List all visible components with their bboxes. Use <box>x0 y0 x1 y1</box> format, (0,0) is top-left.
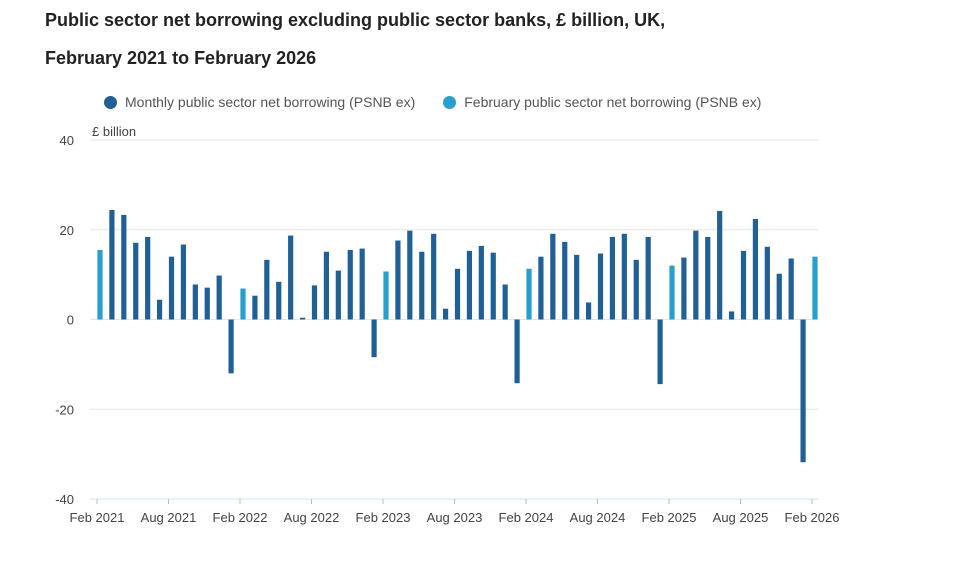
bar-2024-12 <box>645 236 651 320</box>
bar-2024-11 <box>633 259 639 320</box>
y-axis-label: £ billion <box>92 124 136 139</box>
bar-2023-11 <box>490 252 496 320</box>
bar-2021-08 <box>168 256 175 320</box>
legend-label-monthly: Monthly public sector net borrowing (PSN… <box>125 94 416 110</box>
y-tick-label: 0 <box>67 313 74 328</box>
bar-2025-03 <box>681 257 687 320</box>
bar-2022-07 <box>299 317 306 320</box>
bar-2023-12 <box>502 284 508 320</box>
bar-2024-08 <box>597 253 604 320</box>
legend: Monthly public sector net borrowing (PSN… <box>104 94 761 110</box>
bar-2025-06 <box>717 210 723 320</box>
x-tick-label: Feb 2024 <box>499 510 554 525</box>
legend-label-february: February public sector net borrowing (PS… <box>464 94 762 110</box>
bar-2024-01 <box>514 319 520 384</box>
y-tick-label: 40 <box>60 133 74 148</box>
bar-2021-09 <box>180 244 187 320</box>
bar-2022-08 <box>311 285 318 320</box>
bar-2023-10 <box>478 245 484 320</box>
bar-2021-04 <box>121 214 127 320</box>
x-tick-label: Feb 2025 <box>642 510 697 525</box>
bar-2025-07 <box>728 311 735 320</box>
x-tick-label: Feb 2022 <box>213 510 268 525</box>
bar-2024-09 <box>609 236 616 320</box>
bar-2024-02 <box>526 268 532 320</box>
bar-2021-02 <box>97 249 103 320</box>
y-tick-label: 20 <box>60 223 74 238</box>
x-tick-label: Feb 2021 <box>70 510 125 525</box>
bar-2024-10 <box>621 233 627 320</box>
bar-2025-08 <box>740 250 747 320</box>
x-tick-label: Aug 2022 <box>284 510 340 525</box>
bar-2021-12 <box>216 275 222 320</box>
bar-2024-03 <box>538 256 544 320</box>
bar-2021-06 <box>145 236 151 320</box>
bar-2022-09 <box>323 251 330 320</box>
bar-2022-10 <box>335 270 341 320</box>
bar-2022-05 <box>276 281 282 320</box>
bar-2023-03 <box>395 240 401 320</box>
legend-item-february: February public sector net borrowing (PS… <box>443 94 761 110</box>
bar-2022-01 <box>228 319 234 374</box>
bar-2025-11 <box>776 273 782 320</box>
x-tick-label: Feb 2026 <box>785 510 840 525</box>
legend-swatch-february <box>443 95 457 109</box>
x-tick-label: Aug 2021 <box>141 510 197 525</box>
bar-2026-01 <box>800 319 806 463</box>
bar-2022-06 <box>288 235 294 320</box>
bar-2022-11 <box>347 249 353 320</box>
bar-2024-06 <box>574 254 580 320</box>
bar-2023-06 <box>431 233 437 320</box>
bar-2023-07 <box>442 308 449 320</box>
legend-item-monthly: Monthly public sector net borrowing (PSN… <box>104 94 415 110</box>
bar-2023-09 <box>466 250 473 320</box>
x-tick-label: Aug 2025 <box>713 510 769 525</box>
bar-2025-01 <box>657 319 663 385</box>
bar-2022-03 <box>252 295 258 320</box>
legend-swatch-monthly <box>104 95 117 109</box>
bar-2024-07 <box>585 302 592 320</box>
y-tick-label: -20 <box>55 402 74 417</box>
bar-2026-02 <box>812 256 818 320</box>
bar-2022-12 <box>359 248 365 320</box>
bar-2023-04 <box>407 230 413 320</box>
bar-2021-07 <box>156 299 163 320</box>
x-tick-label: Aug 2023 <box>427 510 483 525</box>
bar-2023-01 <box>371 319 377 358</box>
bar-2023-05 <box>419 251 425 320</box>
y-tick-label: -40 <box>55 492 74 507</box>
bar-2025-04 <box>693 230 699 320</box>
bar-2021-03 <box>109 210 115 320</box>
chart-subtitle: February 2021 to February 2026 <box>45 48 317 68</box>
bar-2025-02 <box>669 265 675 320</box>
bar-2024-05 <box>562 241 568 320</box>
bar-2025-10 <box>764 246 770 320</box>
bar-2025-09 <box>752 218 759 320</box>
chart-title: Public sector net borrowing excluding pu… <box>45 10 666 30</box>
bar-2022-02 <box>240 288 246 320</box>
x-tick-label: Aug 2024 <box>570 510 626 525</box>
bar-2021-11 <box>204 287 210 320</box>
bar-2025-05 <box>705 236 711 320</box>
bar-2023-08 <box>454 268 461 320</box>
bar-2022-04 <box>264 259 270 320</box>
bar-2021-10 <box>192 284 198 320</box>
bar-2021-05 <box>133 242 139 320</box>
bar-2024-04 <box>550 233 556 320</box>
bar-2023-02 <box>383 271 389 320</box>
x-tick-label: Feb 2023 <box>356 510 411 525</box>
bar-2025-12 <box>788 258 794 320</box>
